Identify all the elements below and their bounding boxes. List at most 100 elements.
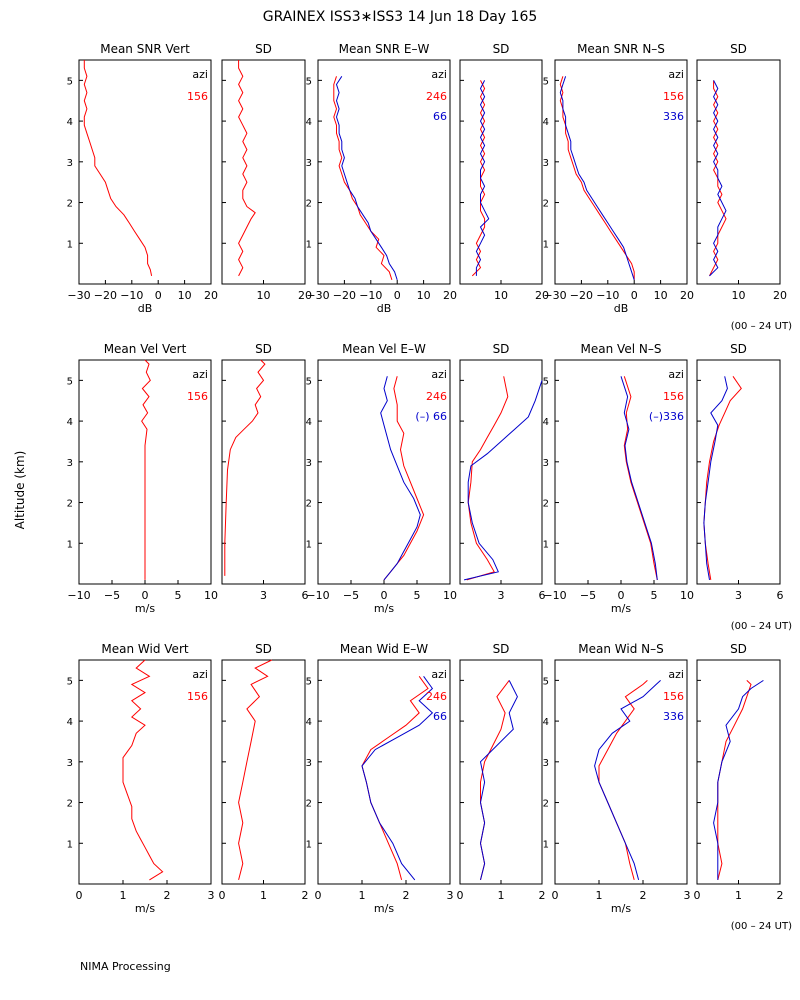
x-tick-label: 0 <box>552 889 559 902</box>
plot-frame <box>317 59 451 285</box>
series-line-66 <box>361 676 434 881</box>
x-tick-label: −20 <box>333 289 356 302</box>
series-line-66 <box>463 380 543 581</box>
x-tick-label: 0 <box>219 889 226 902</box>
legend-header: azi <box>668 68 684 81</box>
y-tick-label: 5 <box>67 676 73 687</box>
y-axis-label: Altitude (km) <box>13 451 27 530</box>
legend-header: azi <box>192 368 208 381</box>
x-tick-label: 20 <box>443 289 457 302</box>
panel-1-1: Mean SNR Vert 1 2 3 4 5 −30 −20 −10 0 10 20 dB azi 156 <box>67 42 218 315</box>
panel-title: SD <box>493 42 510 56</box>
x-tick-label: −5 <box>580 589 596 602</box>
plot-frame <box>221 659 306 885</box>
series-line-156 <box>598 680 648 881</box>
series-line-156 <box>623 376 658 580</box>
x-tick-label: −5 <box>104 589 120 602</box>
x-tick-label: −10 <box>120 289 143 302</box>
x-tick-label: 0 <box>142 589 149 602</box>
x-tick-label: −10 <box>306 589 329 602</box>
x-tick-label: 10 <box>680 589 694 602</box>
x-axis-label: dB <box>614 302 629 315</box>
x-tick-label: 1 <box>498 889 505 902</box>
y-tick-label: 4 <box>306 117 312 128</box>
y-tick-label: 1 <box>67 239 73 250</box>
panel-title: SD <box>493 342 510 356</box>
legend-header: azi <box>431 68 447 81</box>
x-axis-label: m/s <box>135 902 155 915</box>
panel-2-3: Mean Vel E–W 1 2 3 4 5 −10 −5 0 5 10 m/s azi 246 (–) 6… <box>306 342 457 615</box>
plot-frame <box>554 659 688 885</box>
legend-entry: 66 <box>433 710 447 723</box>
panel-1-3: Mean SNR E–W 1 2 3 4 5 −30 −20 −10 0 10 20 dB azi 246 6… <box>306 42 457 315</box>
series-line-156 <box>83 60 153 277</box>
panel-title: Mean SNR N–S <box>577 42 665 56</box>
panel-3-3: Mean Wid E–W 1 2 3 4 5 0 1 2 3 m/s azi 246 66 <box>306 642 454 915</box>
x-tick-label: 3 <box>260 589 267 602</box>
plot-frame <box>459 59 543 285</box>
x-tick-label: 0 <box>76 889 83 902</box>
series-line-246 <box>479 680 510 881</box>
y-tick-label: 1 <box>306 539 312 550</box>
y-tick-label: 4 <box>543 117 549 128</box>
y-tick-label: 5 <box>543 376 549 387</box>
series-line-156 <box>141 359 151 580</box>
y-tick-label: 3 <box>306 158 312 169</box>
y-tick-label: 4 <box>67 417 73 428</box>
x-tick-label: 3 <box>735 589 742 602</box>
panel-title: SD <box>255 642 272 656</box>
y-tick-label: 3 <box>543 158 549 169</box>
legend-header: azi <box>668 668 684 681</box>
panel-2-6: SD 3 6 <box>696 342 784 602</box>
x-tick-label: 5 <box>175 589 182 602</box>
legend-entry: 336 <box>663 110 684 123</box>
y-tick-label: 4 <box>306 417 312 428</box>
x-axis-label: m/s <box>611 902 631 915</box>
y-tick-label: 3 <box>67 158 73 169</box>
plot-frame <box>459 659 543 885</box>
panel-title: Mean Vel N–S <box>581 342 662 356</box>
panel-title: SD <box>730 642 747 656</box>
y-tick-label: 5 <box>67 76 73 87</box>
x-tick-label: 6 <box>777 589 784 602</box>
legend-entry: 156 <box>663 90 684 103</box>
x-tick-label: −20 <box>570 289 593 302</box>
x-tick-label: −30 <box>67 289 90 302</box>
x-axis-label: m/s <box>611 602 631 615</box>
legend-entry: 156 <box>663 390 684 403</box>
y-tick-label: 2 <box>543 499 549 510</box>
x-tick-label: 5 <box>414 589 421 602</box>
x-tick-label: 2 <box>302 889 309 902</box>
series-line-246 <box>333 76 393 281</box>
x-tick-label: 20 <box>204 289 218 302</box>
y-tick-label: 1 <box>306 839 312 850</box>
panel-3-2: SD 0 1 2 <box>219 642 309 902</box>
series-line-156 <box>238 659 273 881</box>
x-tick-label: 3 <box>498 589 505 602</box>
y-tick-label: 5 <box>67 376 73 387</box>
panel-title: Mean SNR Vert <box>100 42 190 56</box>
y-tick-label: 2 <box>543 799 549 810</box>
series-line-66 <box>380 376 421 581</box>
series-line-336 <box>713 679 764 880</box>
y-tick-label: 4 <box>67 717 73 728</box>
x-tick-label: −10 <box>596 289 619 302</box>
y-tick-label: 4 <box>67 117 73 128</box>
y-tick-label: 2 <box>306 799 312 810</box>
plot-frame <box>221 359 306 585</box>
x-tick-label: 1 <box>735 889 742 902</box>
legend-entry: 246 <box>426 390 447 403</box>
panel-2-1: Mean Vel Vert 1 2 3 4 5 −10 −5 0 5 10 m/s azi 156 <box>67 342 218 615</box>
legend-header: azi <box>192 68 208 81</box>
x-tick-label: 0 <box>155 289 162 302</box>
y-tick-label: 1 <box>543 539 549 550</box>
y-tick-label: 2 <box>67 799 73 810</box>
y-tick-label: 5 <box>543 676 549 687</box>
y-tick-label: 3 <box>306 758 312 769</box>
y-tick-label: 5 <box>306 676 312 687</box>
panel-title: Mean Wid N–S <box>578 642 663 656</box>
